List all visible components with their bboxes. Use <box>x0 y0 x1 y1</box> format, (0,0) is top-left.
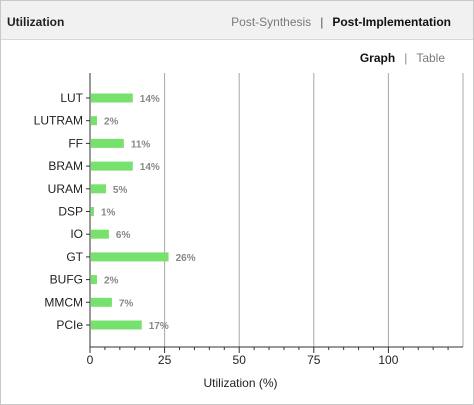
tab-post-implementation[interactable]: Post-Implementation <box>332 15 451 29</box>
value-label: 14% <box>140 94 160 105</box>
value-label: 5% <box>113 185 128 196</box>
x-tick-label: 50 <box>233 353 247 367</box>
bar <box>91 297 112 307</box>
bar <box>91 275 97 285</box>
category-label: GT <box>66 250 83 264</box>
bar <box>91 229 109 239</box>
x-tick-label: 25 <box>158 353 172 367</box>
view-mode-tabs: Graph | Table <box>360 51 445 65</box>
bar <box>91 252 169 262</box>
axes: LUT LUTRAM FF BRAM URAM DSP IO GT BUFG MMCM PCIe 0 2… <box>34 73 463 367</box>
bar <box>91 320 142 330</box>
x-tick-label: 0 <box>87 353 94 367</box>
bar <box>91 116 97 126</box>
category-label: IO <box>70 227 83 241</box>
tab-table[interactable]: Table <box>416 51 445 65</box>
x-tick-label: 75 <box>307 353 321 367</box>
category-label: URAM <box>48 182 83 196</box>
panel-title: Utilization <box>7 15 65 29</box>
value-label: 1% <box>101 208 116 219</box>
category-label: LUTRAM <box>34 114 83 128</box>
category-label: DSP <box>58 205 83 219</box>
value-label: 17% <box>149 321 169 332</box>
bar <box>91 161 133 171</box>
category-label: BRAM <box>48 159 83 173</box>
category-label: PCIe <box>56 318 83 332</box>
value-label: 2% <box>104 117 119 128</box>
view-tab-separator: | <box>404 51 408 65</box>
tab-separator: | <box>320 15 324 29</box>
category-label: BUFG <box>50 273 83 287</box>
bar <box>91 207 94 216</box>
value-label: 7% <box>119 298 134 309</box>
value-label: 6% <box>116 230 131 241</box>
panel-header: Utilization Post-Synthesis | Post-Implem… <box>1 1 473 40</box>
x-tick-label: 100 <box>378 353 398 367</box>
category-label: LUT <box>60 91 83 105</box>
x-axis-title: Utilization (%) <box>203 376 277 390</box>
report-stage-tabs: Post-Synthesis | Post-Implementation <box>231 15 451 29</box>
bar <box>91 93 133 103</box>
value-label: 11% <box>131 139 151 150</box>
tab-post-synthesis[interactable]: Post-Synthesis <box>231 15 312 29</box>
grid-lines <box>164 73 464 347</box>
category-label: FF <box>68 136 83 150</box>
value-label: 2% <box>104 276 119 287</box>
bar <box>91 184 106 194</box>
value-label: 14% <box>140 162 160 173</box>
category-label: MMCM <box>44 295 83 309</box>
bars: 14%2%11%14%5%1%6%26%2%7%17% <box>91 93 196 332</box>
value-label: 26% <box>176 253 196 264</box>
bar <box>91 138 124 148</box>
tab-graph[interactable]: Graph <box>359 51 396 65</box>
